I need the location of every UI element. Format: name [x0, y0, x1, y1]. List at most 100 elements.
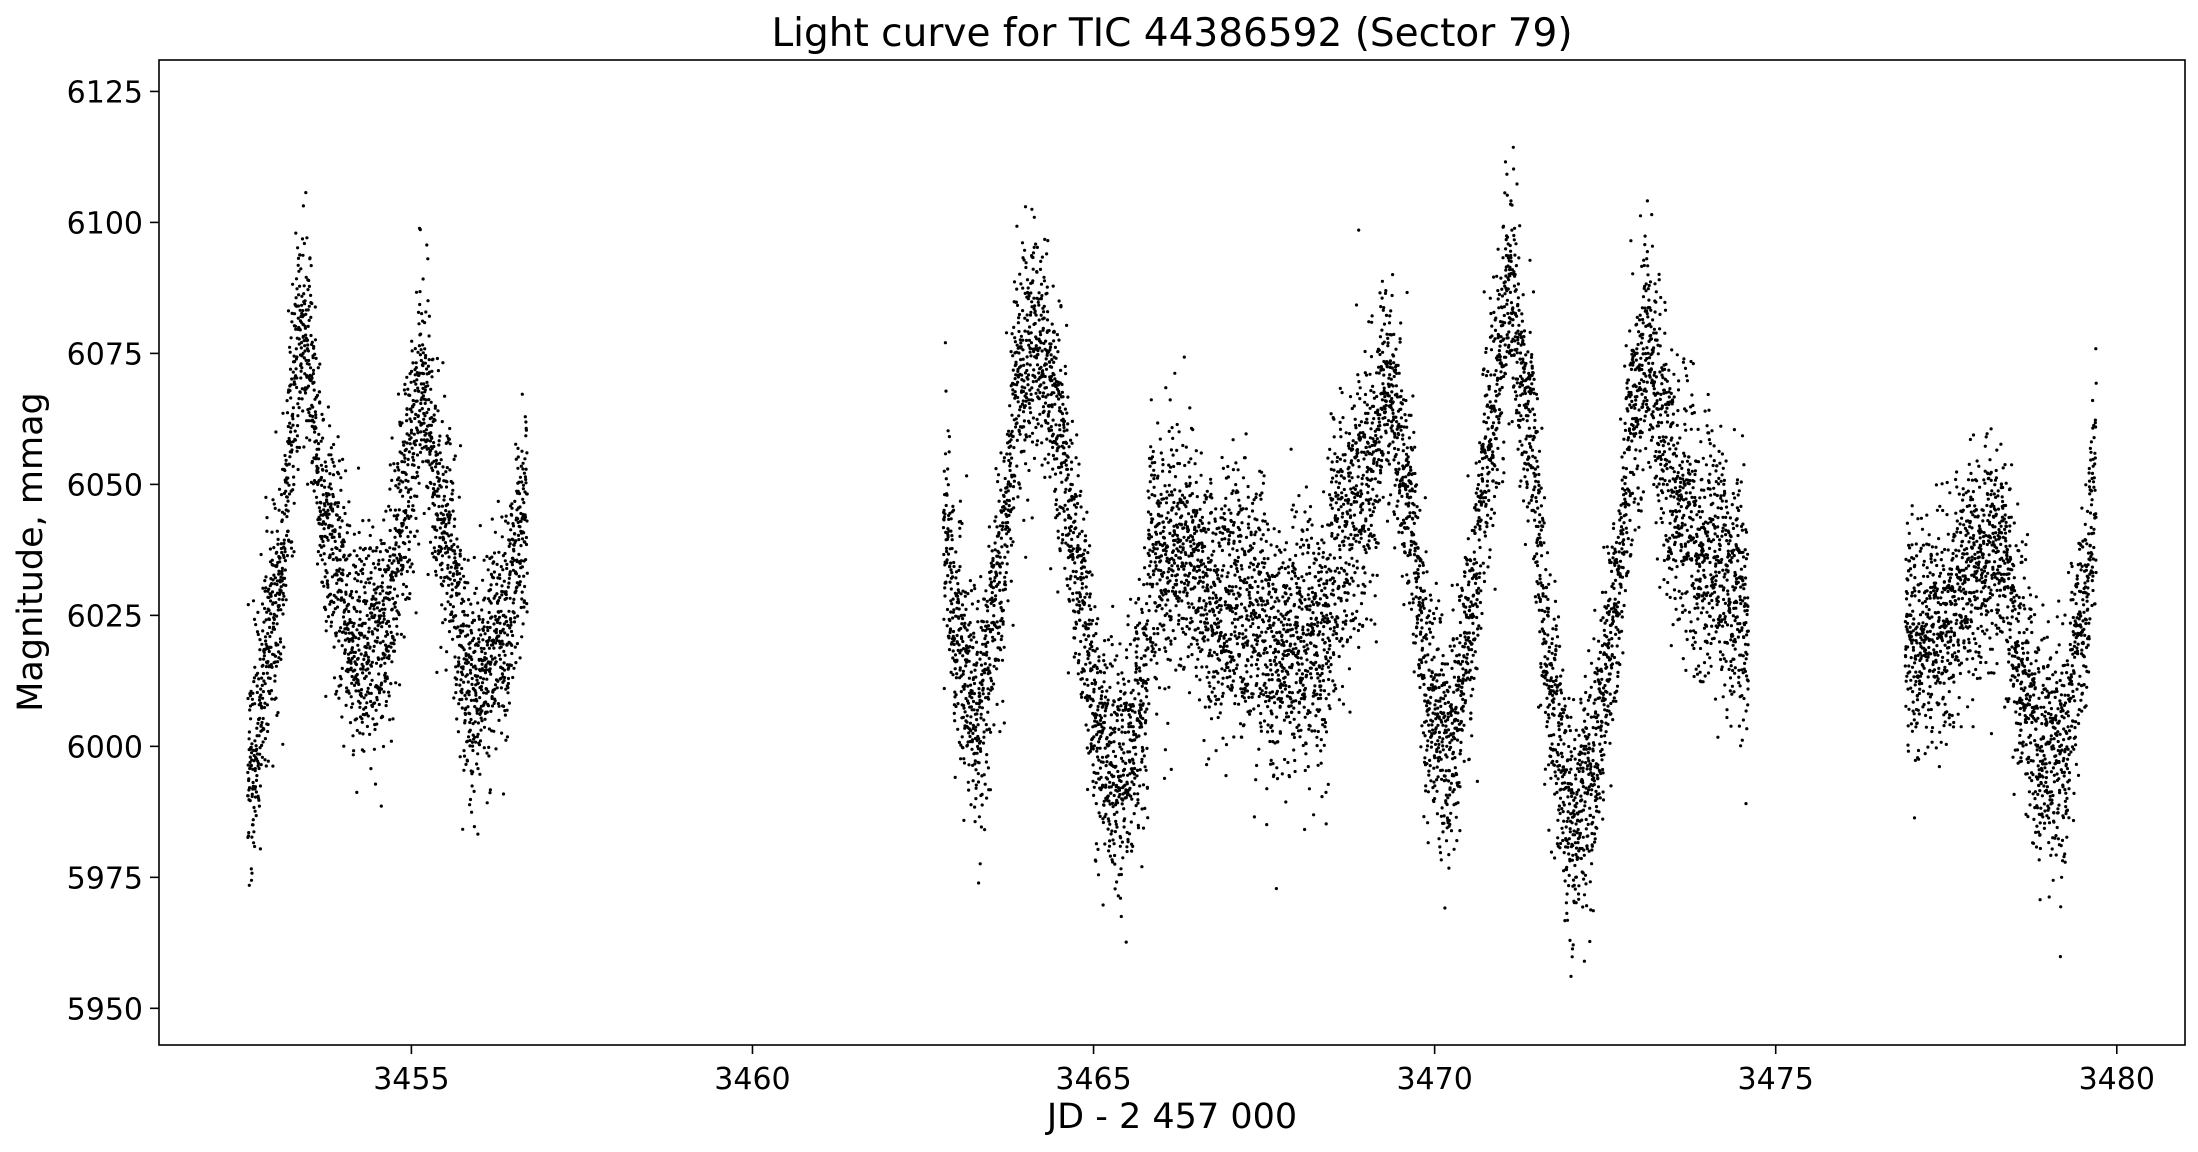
data-point	[377, 601, 381, 605]
data-point	[371, 525, 375, 529]
data-point	[253, 844, 257, 849]
data-point	[365, 701, 369, 705]
data-point	[979, 575, 983, 579]
data-point	[369, 691, 373, 696]
data-point	[1083, 645, 1087, 649]
data-point	[474, 691, 478, 695]
data-point	[978, 862, 982, 866]
data-point	[509, 623, 513, 627]
data-point	[992, 563, 996, 568]
data-point	[448, 570, 452, 575]
data-point	[424, 310, 428, 314]
data-point	[369, 664, 374, 668]
data-point	[1018, 408, 1022, 412]
data-point	[1009, 350, 1013, 354]
data-point	[488, 625, 492, 630]
data-point	[399, 423, 403, 428]
data-point	[512, 666, 516, 670]
data-point	[975, 607, 979, 611]
data-point	[482, 691, 486, 695]
data-point	[1078, 494, 1082, 498]
data-point	[1170, 493, 1174, 497]
data-point	[1149, 445, 1153, 449]
data-point	[517, 480, 521, 484]
data-point	[1119, 756, 1124, 761]
data-point	[1104, 812, 1108, 816]
data-point	[1053, 402, 1057, 406]
data-point	[381, 620, 385, 624]
data-point	[1137, 692, 1141, 696]
data-point	[1151, 647, 1155, 651]
data-point	[263, 606, 267, 611]
data-point	[314, 413, 318, 417]
data-point	[1187, 605, 1191, 609]
data-point	[970, 747, 974, 751]
data-point	[519, 519, 523, 523]
data-point	[248, 755, 252, 759]
data-point	[505, 562, 509, 567]
data-point	[366, 686, 370, 691]
data-point	[275, 529, 279, 533]
data-point	[419, 358, 423, 363]
data-point	[393, 535, 397, 539]
data-point	[1008, 484, 1013, 488]
data-point	[1134, 752, 1138, 756]
data-point	[434, 569, 438, 574]
data-point	[1201, 570, 1205, 574]
data-point	[291, 370, 295, 374]
data-point	[380, 585, 384, 589]
data-point	[441, 584, 445, 588]
data-point	[1066, 422, 1070, 426]
data-point	[1009, 579, 1013, 583]
data-point	[1049, 342, 1053, 346]
data-point	[1151, 542, 1155, 547]
data-point	[489, 672, 493, 676]
data-point	[368, 645, 372, 649]
data-point	[319, 553, 323, 558]
data-point	[1131, 688, 1135, 692]
data-point	[344, 469, 348, 473]
data-point	[419, 348, 423, 352]
data-point	[1030, 207, 1034, 211]
data-point	[427, 358, 431, 362]
data-point	[426, 460, 430, 464]
data-point	[1108, 854, 1112, 858]
data-point	[358, 610, 362, 614]
data-point	[1084, 638, 1088, 642]
data-point	[457, 662, 461, 666]
data-point	[394, 681, 398, 685]
data-point	[397, 476, 401, 480]
data-point	[1162, 628, 1166, 632]
data-point	[1043, 475, 1047, 479]
data-point	[444, 668, 448, 672]
data-point	[283, 559, 287, 563]
data-point	[490, 704, 495, 708]
data-point	[432, 482, 436, 486]
data-point	[485, 677, 489, 681]
data-point	[999, 451, 1003, 455]
data-point	[968, 579, 973, 583]
data-point	[377, 691, 382, 695]
data-point	[369, 571, 373, 575]
data-point	[476, 601, 480, 605]
data-point	[309, 293, 313, 297]
data-point	[1151, 573, 1156, 577]
data-point	[1196, 657, 1200, 661]
data-point	[343, 638, 347, 642]
data-point	[317, 457, 321, 461]
data-point	[520, 635, 524, 639]
data-point	[984, 653, 989, 657]
data-point	[367, 518, 371, 522]
data-point	[968, 734, 972, 739]
data-point	[290, 377, 294, 381]
data-point	[496, 499, 500, 503]
data-point	[409, 407, 413, 411]
data-point	[977, 761, 981, 765]
data-point	[1043, 401, 1048, 405]
data-point	[1058, 549, 1062, 553]
data-point	[374, 661, 379, 665]
data-point	[369, 576, 373, 580]
data-point	[405, 407, 409, 411]
data-point	[290, 554, 294, 558]
data-point	[453, 517, 457, 521]
